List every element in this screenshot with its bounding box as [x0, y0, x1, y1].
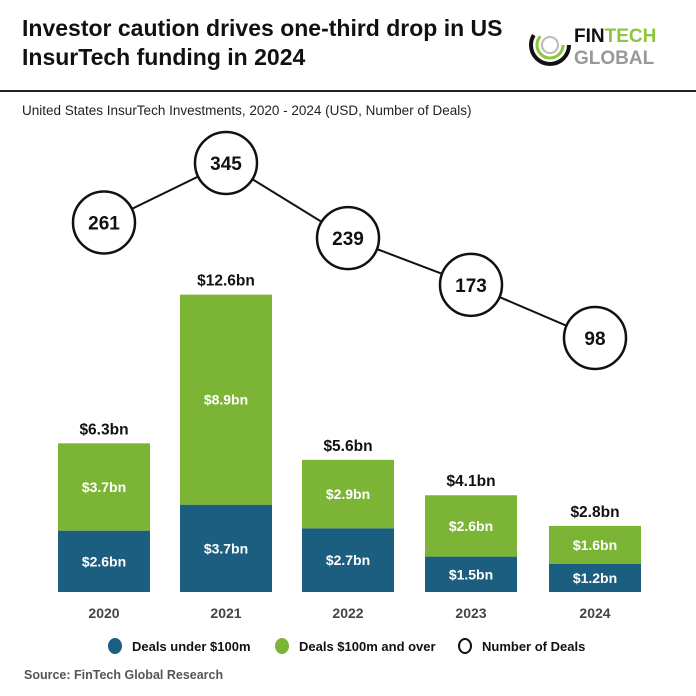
bar-label: $1.6bn [573, 537, 617, 553]
bar-under-100m [425, 556, 517, 592]
bar-label: $2.7bn [326, 552, 370, 568]
deals-marker [315, 205, 381, 271]
legend-label: Number of Deals [482, 638, 586, 654]
header-divider [0, 90, 696, 92]
total-label: $12.6bn [197, 273, 255, 290]
bar-under-100m [302, 528, 394, 592]
bar-label: $8.9bn [204, 392, 248, 408]
circle-outline-icon [458, 638, 472, 654]
total-label: $5.6bn [323, 438, 372, 455]
green-dot-icon [275, 638, 289, 654]
bar-under-100m [180, 504, 272, 592]
blue-dot-icon [108, 638, 122, 654]
legend-item-under-100m: Deals under $100m [108, 638, 251, 654]
deals-label: 98 [584, 329, 605, 350]
legend-item-number-of-deals: Number of Deals [458, 638, 585, 654]
svg-text:GLOBAL: GLOBAL [574, 48, 655, 69]
legend-label: Deals under $100m [132, 638, 251, 654]
bar-over-100m [58, 443, 150, 531]
bar-over-100m [302, 459, 394, 529]
bar-label: $2.6bn [82, 553, 126, 569]
bar-over-100m [549, 525, 641, 564]
svg-text:FINTECH: FINTECH [574, 26, 656, 47]
x-tick-label: 2020 [88, 605, 119, 621]
deals-label: 239 [332, 229, 364, 250]
fintech-global-logo: FINTECH GLOBAL [529, 24, 656, 69]
page-title: Investor caution drives one-third drop i… [22, 15, 503, 70]
bar-over-100m [180, 294, 272, 505]
legend-item-over-100m: Deals $100m and over [275, 638, 436, 654]
legend-label: Deals $100m and over [299, 638, 436, 654]
x-tick-label: 2022 [332, 605, 363, 621]
chart-subtitle: United States InsurTech Investments, 202… [22, 103, 472, 118]
bar-label: $2.6bn [449, 518, 493, 534]
deals-marker [71, 190, 137, 255]
source-note: Source: FinTech Global Research [24, 668, 224, 682]
x-tick-label: 2021 [210, 605, 241, 621]
total-label: $6.3bn [79, 421, 128, 438]
deals-marker [438, 252, 504, 318]
bar-under-100m [549, 563, 641, 592]
bar-label: $1.5bn [449, 566, 493, 582]
x-tick-label: 2023 [455, 605, 486, 621]
bar-under-100m [58, 530, 150, 592]
deals-label: 173 [455, 276, 487, 297]
x-tick-label: 2024 [579, 605, 610, 621]
bar-label: $3.7bn [82, 479, 126, 495]
deals-label: 261 [88, 213, 120, 234]
deals-marker [562, 305, 628, 371]
bar-label: $3.7bn [204, 540, 248, 556]
total-label: $2.8bn [570, 504, 619, 521]
bar-label: $2.9bn [326, 486, 370, 502]
total-label: $4.1bn [446, 473, 495, 490]
deals-label: 345 [210, 154, 242, 175]
bar-over-100m [425, 495, 517, 557]
deals-marker [193, 130, 259, 196]
bar-label: $1.2bn [573, 570, 617, 586]
